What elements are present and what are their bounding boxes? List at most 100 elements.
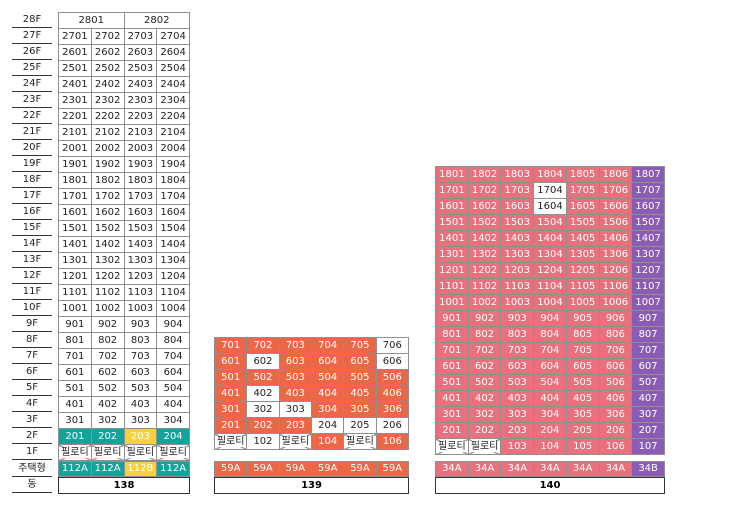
unit-cell[interactable]: 1805 — [565, 166, 600, 183]
unit-cell[interactable]: 1706 — [598, 182, 633, 199]
unit-cell[interactable]: 403 — [278, 385, 312, 402]
unit-cell[interactable]: 1703 — [500, 182, 535, 199]
unit-cell[interactable]: 2402 — [90, 76, 125, 93]
unit-cell[interactable]: 1105 — [565, 278, 600, 295]
unit-cell[interactable]: 405 — [343, 385, 377, 402]
unit-cell[interactable]: 303 — [123, 412, 158, 429]
unit-cell[interactable]: 701 — [435, 342, 469, 359]
unit-cell[interactable]: 2702 — [90, 28, 125, 45]
unit-cell[interactable]: 2104 — [156, 124, 190, 141]
unit-cell[interactable]: 404 — [533, 390, 567, 407]
unit-cell[interactable]: 1001 — [58, 300, 92, 317]
unit-cell[interactable]: 603 — [278, 353, 312, 370]
unit-cell[interactable]: 1702 — [467, 182, 502, 199]
unit-cell[interactable]: 1504 — [533, 214, 567, 231]
unit-cell[interactable]: 403 — [500, 390, 535, 407]
unit-cell[interactable]: 501 — [435, 374, 469, 391]
unit-cell[interactable]: 706 — [598, 342, 633, 359]
unit-cell[interactable]: 1201 — [58, 268, 92, 285]
unit-cell[interactable]: 804 — [156, 332, 190, 349]
unit-cell[interactable]: 1003 — [500, 294, 535, 311]
pilotis-cell[interactable]: 필로티 — [90, 444, 125, 461]
unit-cell[interactable]: 106 — [598, 438, 633, 455]
unit-cell[interactable]: 1607 — [631, 198, 665, 215]
unit-cell[interactable]: 903 — [500, 310, 535, 327]
unit-cell[interactable]: 2801 — [58, 12, 125, 29]
unit-cell[interactable]: 2204 — [156, 108, 190, 125]
unit-cell[interactable]: 2603 — [123, 44, 158, 61]
unit-cell[interactable]: 2102 — [90, 124, 125, 141]
unit-cell[interactable]: 604 — [156, 364, 190, 381]
unit-cell[interactable]: 1602 — [90, 204, 125, 221]
unit-cell[interactable]: 1307 — [631, 246, 665, 263]
unit-cell[interactable]: 905 — [565, 310, 600, 327]
unit-cell[interactable]: 506 — [598, 374, 633, 391]
unit-cell[interactable]: 1605 — [565, 198, 600, 215]
unit-cell[interactable]: 605 — [343, 353, 377, 370]
unit-cell[interactable]: 1405 — [565, 230, 600, 247]
unit-cell[interactable]: 2303 — [123, 92, 158, 109]
unit-cell[interactable]: 1902 — [90, 156, 125, 173]
unit-cell[interactable]: 1304 — [156, 252, 190, 269]
unit-cell[interactable]: 706 — [375, 337, 410, 354]
unit-cell[interactable]: 1903 — [123, 156, 158, 173]
unit-cell[interactable]: 1005 — [565, 294, 600, 311]
unit-cell[interactable]: 707 — [631, 342, 665, 359]
unit-cell[interactable]: 901 — [435, 310, 469, 327]
unit-cell[interactable]: 2201 — [58, 108, 92, 125]
unit-cell[interactable]: 1301 — [58, 252, 92, 269]
unit-cell[interactable]: 903 — [123, 316, 158, 333]
unit-cell[interactable]: 807 — [631, 326, 665, 343]
unit-cell[interactable]: 1904 — [156, 156, 190, 173]
unit-cell[interactable]: 1707 — [631, 182, 665, 199]
unit-cell[interactable]: 1603 — [500, 198, 535, 215]
unit-cell[interactable]: 1404 — [533, 230, 567, 247]
unit-cell[interactable]: 1406 — [598, 230, 633, 247]
unit-cell[interactable]: 1804 — [533, 166, 567, 183]
unit-cell[interactable]: 1801 — [435, 166, 469, 183]
unit-cell[interactable]: 1604 — [533, 198, 567, 215]
pilotis-cell[interactable]: 필로티 — [58, 444, 92, 461]
unit-cell[interactable]: 1603 — [123, 204, 158, 221]
pilotis-cell[interactable]: 필로티 — [156, 444, 190, 461]
unit-cell[interactable]: 801 — [435, 326, 469, 343]
unit-cell[interactable]: 202 — [467, 422, 502, 439]
unit-cell[interactable]: 106 — [375, 433, 410, 450]
unit-cell[interactable]: 104 — [310, 433, 345, 450]
unit-cell[interactable]: 1407 — [631, 230, 665, 247]
unit-cell[interactable]: 1305 — [565, 246, 600, 263]
unit-cell[interactable]: 301 — [435, 406, 469, 423]
unit-cell[interactable]: 102 — [246, 433, 280, 450]
unit-cell[interactable]: 1001 — [435, 294, 469, 311]
unit-cell[interactable]: 306 — [598, 406, 633, 423]
unit-cell[interactable]: 304 — [310, 401, 345, 418]
unit-cell[interactable]: 504 — [533, 374, 567, 391]
unit-cell[interactable]: 1806 — [598, 166, 633, 183]
unit-cell[interactable]: 1301 — [435, 246, 469, 263]
unit-cell[interactable]: 1802 — [467, 166, 502, 183]
unit-cell[interactable]: 504 — [156, 380, 190, 397]
unit-cell[interactable]: 1401 — [435, 230, 469, 247]
unit-cell[interactable]: 2001 — [58, 140, 92, 157]
unit-cell[interactable]: 1306 — [598, 246, 633, 263]
unit-cell[interactable]: 2301 — [58, 92, 92, 109]
unit-cell[interactable]: 1602 — [467, 198, 502, 215]
unit-cell[interactable]: 501 — [213, 369, 248, 386]
unit-cell[interactable]: 1606 — [598, 198, 633, 215]
unit-cell[interactable]: 1601 — [58, 204, 92, 221]
unit-cell[interactable]: 605 — [565, 358, 600, 375]
unit-cell[interactable]: 1502 — [467, 214, 502, 231]
unit-cell[interactable]: 804 — [533, 326, 567, 343]
unit-cell[interactable]: 406 — [375, 385, 410, 402]
unit-cell[interactable]: 305 — [565, 406, 600, 423]
unit-cell[interactable]: 1302 — [467, 246, 502, 263]
unit-cell[interactable]: 205 — [343, 417, 377, 434]
unit-cell[interactable]: 302 — [90, 412, 125, 429]
unit-cell[interactable]: 902 — [90, 316, 125, 333]
unit-cell[interactable]: 103 — [500, 438, 535, 455]
unit-cell[interactable]: 406 — [598, 390, 633, 407]
unit-cell[interactable]: 1501 — [58, 220, 92, 237]
unit-cell[interactable]: 1704 — [156, 188, 190, 205]
unit-cell[interactable]: 704 — [156, 348, 190, 365]
unit-cell[interactable]: 302 — [246, 401, 280, 418]
